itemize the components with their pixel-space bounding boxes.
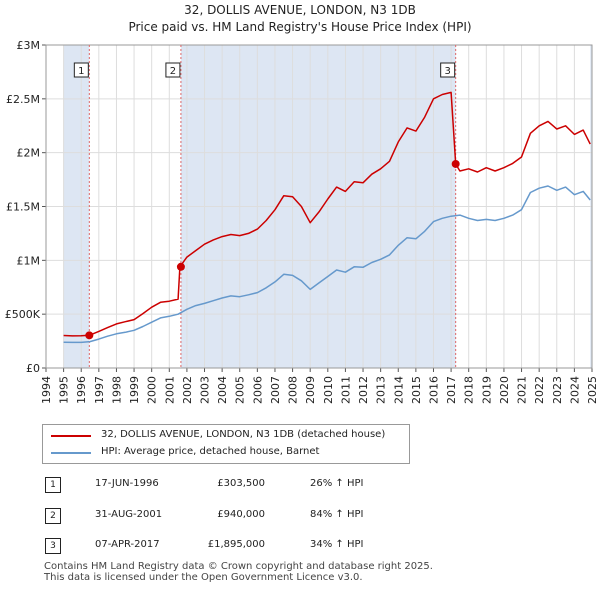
footer-licence: This data is licensed under the Open Gov… (44, 572, 363, 583)
x-tick-label: 2003 (199, 376, 212, 404)
x-tick-label: 2004 (216, 376, 229, 404)
y-tick-label: £500K (5, 308, 41, 321)
x-tick-label: 2002 (181, 376, 194, 404)
sale-badge: 3 (45, 538, 61, 554)
x-tick-label: 1994 (40, 376, 53, 404)
sale-hpi-change: 84% ↑ HPI (310, 509, 364, 520)
sale-badge-label: 2 (170, 66, 176, 77)
x-tick-label: 2005 (234, 376, 247, 404)
x-tick-label: 2000 (146, 376, 159, 404)
y-tick-label: £2M (17, 147, 41, 160)
price-chart: 1994 1995 1996 1997 1998 1999 2000 2001 2002 2003… (5, 39, 599, 404)
sale-point (176, 262, 185, 271)
sale-badge-label: 1 (78, 66, 84, 77)
sale-badge-label: 3 (444, 66, 450, 77)
x-tick-label: 1995 (58, 376, 71, 404)
sale-price: £940,000 (217, 509, 265, 520)
x-tick-label: 2017 (445, 376, 458, 404)
legend-label-property: 32, DOLLIS AVENUE, LONDON, N3 1DB (detac… (101, 429, 386, 440)
sale-date: 31-AUG-2001 (95, 509, 163, 520)
sale-price: £303,500 (217, 478, 265, 489)
x-tick-label: 1996 (75, 376, 88, 404)
x-tick-label: 1997 (93, 376, 106, 404)
chart-subtitle: Price paid vs. HM Land Registry's House … (128, 20, 472, 34)
sale-point (451, 159, 460, 168)
x-tick-label: 2022 (533, 376, 546, 404)
y-tick-label: £3M (17, 39, 41, 52)
x-tick-label: 2025 (586, 376, 599, 404)
sale-badge: 1 (45, 477, 61, 493)
x-tick-label: 2013 (375, 376, 388, 404)
x-tick-label: 1998 (110, 376, 123, 404)
x-tick-label: 2012 (357, 376, 370, 404)
y-tick-label: £1.5M (6, 201, 40, 214)
x-tick-label: 2024 (568, 376, 581, 404)
x-tick-label: 2010 (322, 376, 335, 404)
x-tick-label: 2018 (463, 376, 476, 404)
x-tick-label: 2009 (304, 376, 317, 404)
x-tick-label: 2015 (410, 376, 423, 404)
x-tick-label: 2007 (269, 376, 282, 404)
chart-legend: 32, DOLLIS AVENUE, LONDON, N3 1DB (detac… (42, 424, 410, 464)
sale-row: 2 31-AUG-2001 £940,000 84% ↑ HPI (40, 506, 480, 526)
sale-hpi-change: 34% ↑ HPI (310, 539, 364, 550)
y-tick-label: £2.5M (6, 93, 40, 106)
sale-row: 1 17-JUN-1996 £303,500 26% ↑ HPI (40, 475, 480, 495)
x-tick-label: 2014 (392, 376, 405, 404)
chart-title: 32, DOLLIS AVENUE, LONDON, N3 1DB (184, 3, 416, 17)
sale-date: 17-JUN-1996 (95, 478, 159, 489)
x-tick-label: 2016 (427, 376, 440, 404)
property-price-line (63, 91, 591, 337)
footer-copyright: Contains HM Land Registry data © Crown c… (44, 561, 433, 572)
sale-date: 07-APR-2017 (95, 539, 160, 550)
x-tick-label: 2008 (287, 376, 300, 404)
sale-point (85, 331, 94, 340)
legend-label-hpi: HPI: Average price, detached house, Barn… (101, 446, 320, 457)
x-tick-label: 2019 (480, 376, 493, 404)
x-tick-label: 1999 (128, 376, 141, 404)
sale-badge-box (165, 62, 181, 78)
hpi-line (63, 185, 591, 344)
sale-price: £1,895,000 (207, 539, 265, 550)
x-tick-label: 2023 (551, 376, 564, 404)
sale-badge-box (440, 62, 456, 78)
x-tick-label: 2020 (498, 376, 511, 404)
y-tick-label: £1M (17, 254, 41, 267)
x-tick-label: 2006 (251, 376, 264, 404)
sale-badge: 2 (45, 508, 61, 524)
sale-badge-box (73, 62, 89, 78)
x-tick-label: 2021 (516, 376, 529, 404)
sale-hpi-change: 26% ↑ HPI (310, 478, 364, 489)
x-tick-label: 2001 (163, 376, 176, 404)
plot-frame (45, 44, 593, 369)
legend-swatch-hpi (51, 452, 91, 454)
x-tick-label: 2011 (339, 376, 352, 404)
legend-swatch-property (51, 435, 91, 437)
sale-row: 3 07-APR-2017 £1,895,000 34% ↑ HPI (40, 536, 480, 556)
y-tick-label: £0 (26, 362, 40, 375)
